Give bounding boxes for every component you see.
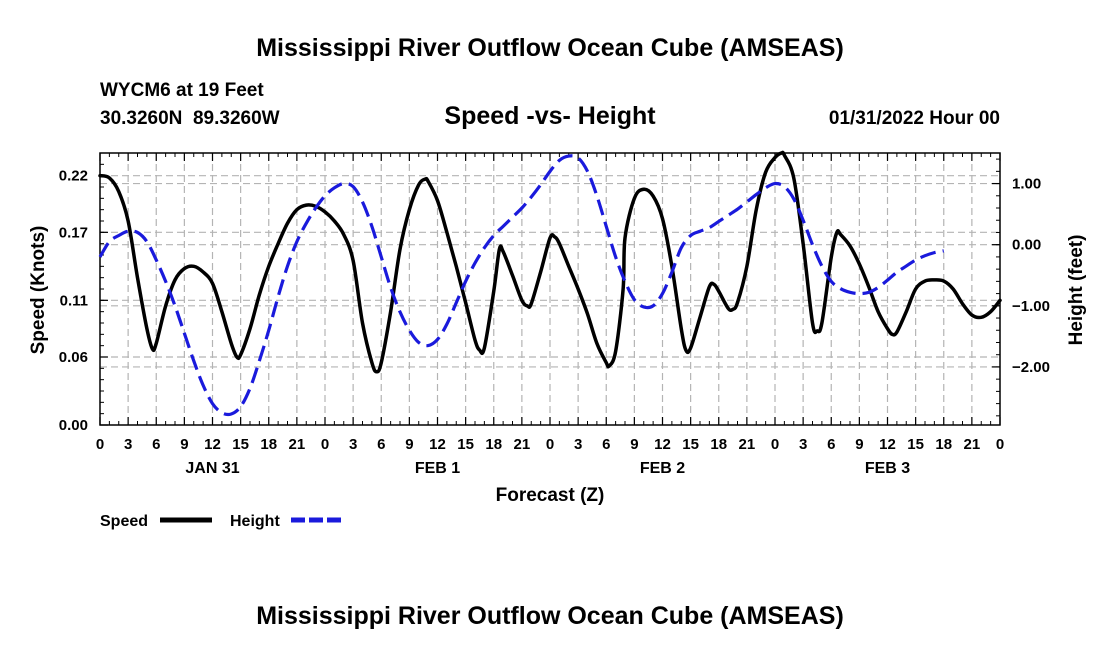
y-left-tick-label: 0.17 bbox=[59, 224, 88, 241]
station-label: WYCM6 at 19 Feet bbox=[100, 80, 264, 101]
x-tick-label: 18 bbox=[485, 436, 502, 453]
x-tick-label: 6 bbox=[377, 436, 385, 453]
x-tick-label: 0 bbox=[996, 436, 1004, 453]
x-tick-label: 18 bbox=[260, 436, 277, 453]
x-tick-label: 3 bbox=[799, 436, 807, 453]
x-tick-label: 12 bbox=[654, 436, 671, 453]
x-tick-label: 3 bbox=[124, 436, 132, 453]
chart-title: Mississippi River Outflow Ocean Cube (AM… bbox=[256, 34, 844, 62]
x-tick-label: 9 bbox=[630, 436, 638, 453]
series-lines bbox=[98, 150, 1002, 417]
legend-speed-label: Speed bbox=[100, 513, 148, 530]
y-left-tick-label: 0.00 bbox=[59, 417, 88, 434]
x-tick-label: 3 bbox=[574, 436, 582, 453]
date-label: 01/31/2022 Hour 00 bbox=[829, 108, 1000, 129]
y-right-tick-label: −2.00 bbox=[1012, 359, 1050, 376]
x-tick-label: 18 bbox=[710, 436, 727, 453]
x-tick-label: 9 bbox=[855, 436, 863, 453]
x-tick-label: 12 bbox=[204, 436, 221, 453]
x-tick-label: 9 bbox=[180, 436, 188, 453]
x-tick-label: 21 bbox=[289, 436, 306, 453]
y-axis-left-label: Speed (Knots) bbox=[28, 226, 49, 355]
y-left-tick-label: 0.11 bbox=[60, 292, 88, 309]
legend: Speed Height bbox=[100, 513, 343, 530]
chart-title-repeat: Mississippi River Outflow Ocean Cube (AM… bbox=[256, 602, 844, 630]
grid-lines bbox=[100, 153, 1000, 425]
y-right-tick-label: 1.00 bbox=[1012, 176, 1041, 193]
y-right-tick-label: −1.00 bbox=[1012, 298, 1050, 315]
x-tick-label: 18 bbox=[935, 436, 952, 453]
chart-subtitle: Speed -vs- Height bbox=[444, 102, 656, 130]
x-tick-label: 0 bbox=[96, 436, 104, 453]
x-tick-label: 21 bbox=[964, 436, 981, 453]
x-tick-label: 0 bbox=[321, 436, 329, 453]
series-speed-line bbox=[98, 150, 1002, 374]
y-axis-right-label: Height (feet) bbox=[1066, 235, 1087, 346]
x-tick-label: 3 bbox=[349, 436, 357, 453]
legend-height-label: Height bbox=[230, 513, 280, 530]
x-tick-label: 21 bbox=[739, 436, 756, 453]
x-tick-label: 15 bbox=[682, 436, 699, 453]
x-tick-label: 6 bbox=[827, 436, 835, 453]
x-day-label: FEB 2 bbox=[640, 460, 685, 477]
x-tick-label: 0 bbox=[771, 436, 779, 453]
y-right-tick-label: 0.00 bbox=[1012, 237, 1041, 254]
x-tick-label: 9 bbox=[405, 436, 413, 453]
x-tick-label: 6 bbox=[602, 436, 610, 453]
x-tick-label: 12 bbox=[879, 436, 896, 453]
y-left-tick-label: 0.06 bbox=[59, 349, 88, 366]
axes: 0 3 6 9 12 15 18 21 0 3 6 9 12 15 18 21 0 3 6 9 12 15 18 21 0 3 6 9… bbox=[59, 152, 1050, 477]
coords-label: 30.3260N 89.3260W bbox=[100, 108, 280, 129]
x-tick-label: 6 bbox=[152, 436, 160, 453]
x-day-label: FEB 1 bbox=[415, 460, 460, 477]
x-day-label: JAN 31 bbox=[185, 460, 239, 477]
x-tick-label: 12 bbox=[429, 436, 446, 453]
x-tick-label: 0 bbox=[546, 436, 554, 453]
x-tick-label: 15 bbox=[232, 436, 249, 453]
y-left-tick-label: 0.22 bbox=[59, 168, 88, 185]
x-axis-label: Forecast (Z) bbox=[496, 485, 605, 506]
x-tick-label: 15 bbox=[457, 436, 474, 453]
x-tick-label: 21 bbox=[514, 436, 531, 453]
x-day-label: FEB 3 bbox=[865, 460, 910, 477]
x-tick-label: 15 bbox=[907, 436, 924, 453]
series-height-line bbox=[98, 154, 945, 417]
